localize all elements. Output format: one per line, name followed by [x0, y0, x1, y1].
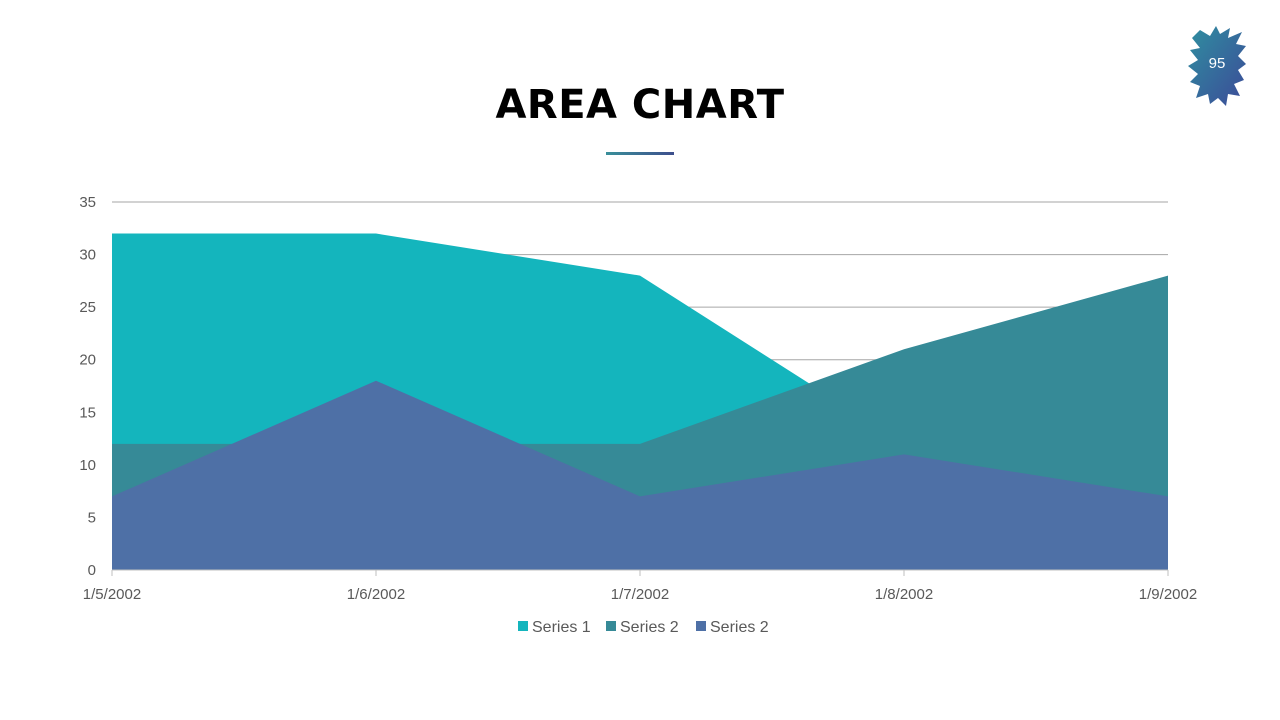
legend-swatch [696, 621, 706, 631]
title-underline [606, 152, 674, 155]
legend-swatch [518, 621, 528, 631]
x-tick-label: 1/9/2002 [1139, 586, 1197, 603]
area-series-3 [112, 380, 1168, 570]
x-tick-label: 1/5/2002 [83, 586, 141, 603]
y-tick-label: 5 [88, 509, 96, 526]
y-tick-label: 30 [79, 247, 96, 264]
legend-label: Series 1 [532, 619, 591, 636]
y-tick-label: 20 [79, 352, 96, 369]
y-tick-label: 15 [79, 404, 96, 421]
x-tick-label: 1/8/2002 [875, 586, 933, 603]
x-tick-label: 1/6/2002 [347, 586, 405, 603]
legend-label: Series 2 [620, 619, 679, 636]
y-tick-label: 25 [79, 299, 96, 316]
y-tick-label: 10 [79, 457, 96, 474]
legend-label: Series 2 [710, 619, 769, 636]
brush-stroke-icon [1188, 26, 1246, 106]
y-tick-label: 35 [79, 194, 96, 211]
chart-legend: Series 1 Series 2 Series 2 [518, 619, 769, 636]
legend-swatch [606, 621, 616, 631]
page-number: 95 [1208, 55, 1226, 72]
slide-title: AREA CHART [495, 82, 785, 128]
axes: 0 5 10 15 20 25 30 35 1/5/2002 1/6/2002 1/7/2002 1/… [79, 194, 1197, 603]
x-tick-label: 1/7/2002 [611, 586, 669, 603]
legend-entry: Series 2 [696, 619, 769, 636]
page-number-badge: 95 [1186, 24, 1248, 108]
area-series-layer [112, 233, 1168, 571]
legend-entry: Series 1 [518, 619, 591, 636]
y-tick-label: 0 [88, 562, 96, 579]
legend-entry: Series 2 [606, 619, 679, 636]
